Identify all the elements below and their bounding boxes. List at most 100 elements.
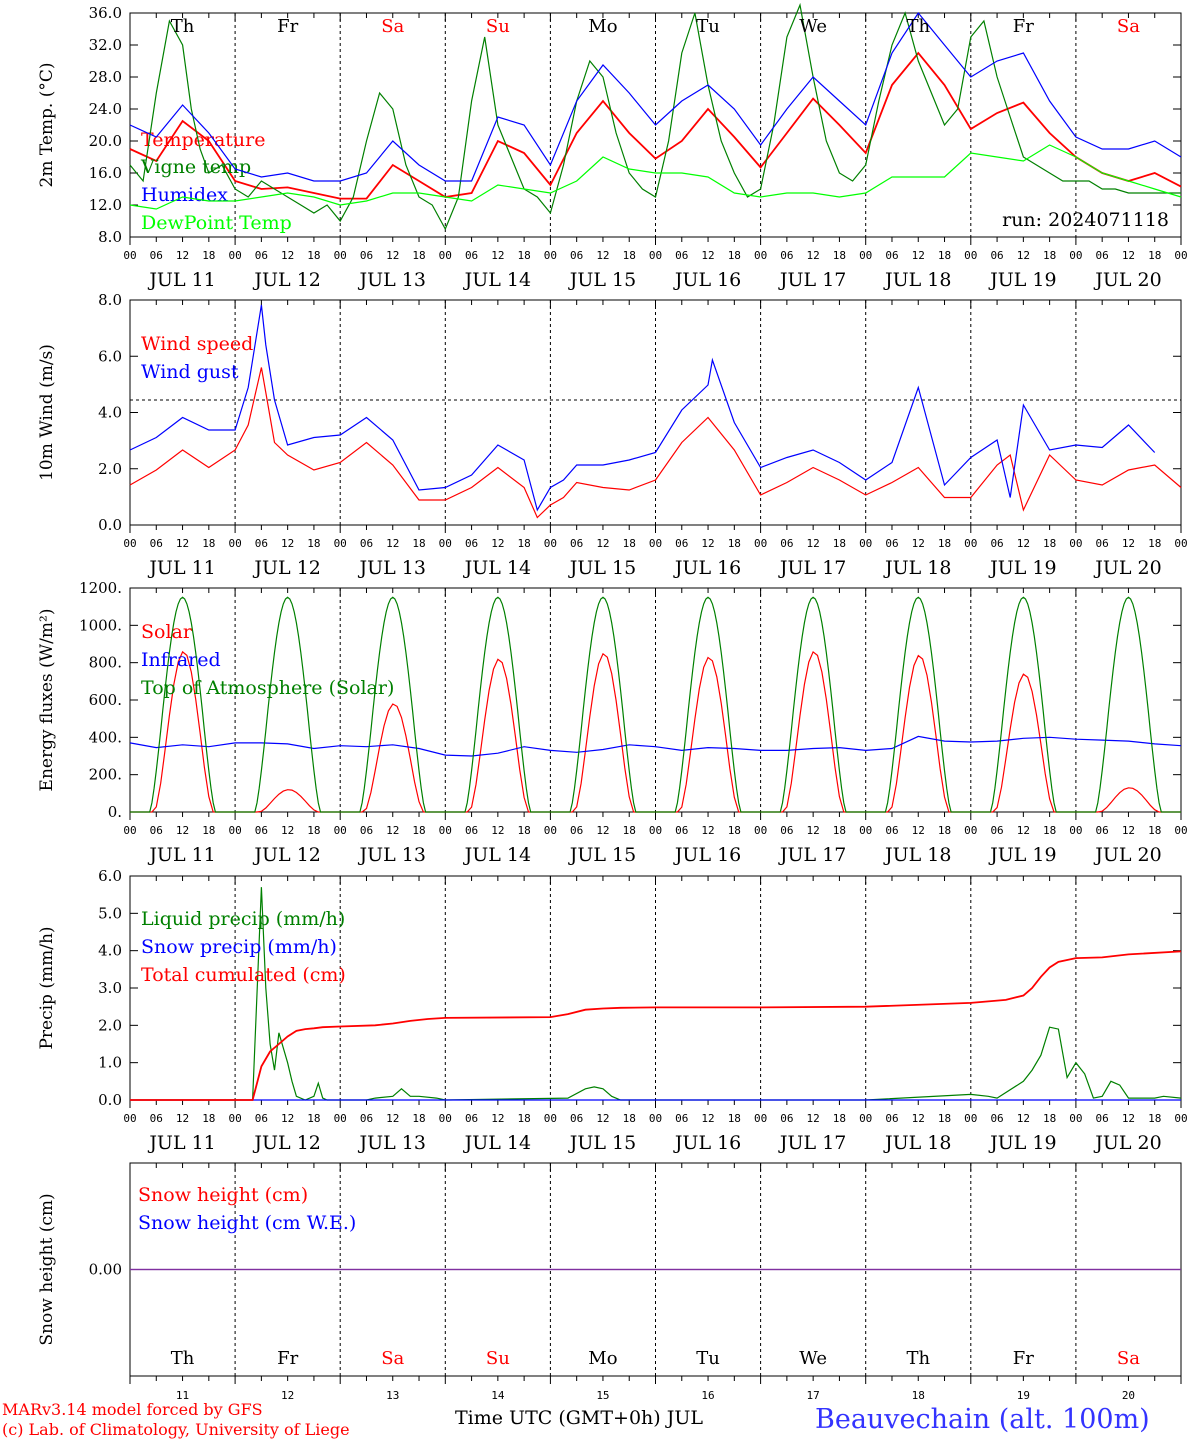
- x-tick-label: 00: [964, 537, 977, 550]
- x-tick-label: 06: [1096, 1112, 1109, 1125]
- x-tick-label: 06: [465, 824, 478, 837]
- y-tick-label: 600.: [89, 691, 122, 709]
- x-tick-label: 06: [675, 824, 688, 837]
- x-tick-label: 12: [491, 1112, 504, 1125]
- x-tick-label: 06: [780, 824, 793, 837]
- model-credit: MARv3.14 model forced by GFS: [2, 1400, 263, 1419]
- legend-entry: Snow height (cm): [138, 1184, 308, 1206]
- x-tick-label: 18: [833, 537, 846, 550]
- x-tick-label: 18: [1148, 249, 1161, 262]
- x-tick-label: 12: [1017, 537, 1030, 550]
- x-tick-label: 12: [1122, 537, 1135, 550]
- x-tick-label: 00: [1174, 537, 1187, 550]
- x-tick-label: 00: [334, 537, 347, 550]
- date-label: JUL 16: [673, 844, 741, 866]
- day-number-label: 12: [281, 1389, 294, 1402]
- x-tick-label: 12: [596, 537, 609, 550]
- date-label: JUL 20: [1093, 1132, 1161, 1154]
- x-tick-label: 06: [675, 249, 688, 262]
- x-tick-label: 06: [1096, 249, 1109, 262]
- x-tick-label: 00: [1069, 537, 1082, 550]
- x-tick-label: 18: [1043, 1112, 1056, 1125]
- time-axis-label: Time UTC (GMT+0h) JUL: [455, 1407, 703, 1429]
- x-tick-label: 18: [202, 249, 215, 262]
- date-label: JUL 15: [568, 557, 636, 579]
- date-label: JUL 15: [568, 269, 636, 291]
- weekday-label: Su: [486, 1348, 510, 1369]
- x-tick-label: 18: [1043, 537, 1056, 550]
- y-tick-label: 1.0: [98, 1054, 122, 1072]
- x-tick-label: 00: [544, 249, 557, 262]
- weekday-label: Tu: [696, 1348, 720, 1369]
- y-tick-label: 1000.: [79, 616, 122, 634]
- x-tick-label: 00: [1069, 249, 1082, 262]
- x-tick-label: 00: [1174, 1112, 1187, 1125]
- date-label: JUL 18: [883, 1132, 951, 1154]
- date-label: JUL 12: [252, 269, 320, 291]
- y-tick-label: 2.0: [98, 1016, 122, 1034]
- legend-entry: Snow height (cm W.E.): [138, 1212, 356, 1234]
- x-tick-label: 18: [307, 249, 320, 262]
- date-label: JUL 19: [988, 844, 1056, 866]
- x-tick-label: 00: [964, 824, 977, 837]
- weekday-label: Th: [171, 1348, 195, 1369]
- x-tick-label: 18: [728, 537, 741, 550]
- x-tick-label: 12: [1122, 249, 1135, 262]
- x-tick-label: 00: [859, 249, 872, 262]
- x-tick-label: 00: [754, 249, 767, 262]
- y-tick-label: 4.0: [98, 942, 122, 960]
- x-tick-label: 00: [754, 824, 767, 837]
- x-tick-label: 12: [281, 1112, 294, 1125]
- date-label: JUL 13: [358, 557, 426, 579]
- x-tick-label: 12: [807, 249, 820, 262]
- x-tick-label: 18: [623, 1112, 636, 1125]
- y-tick-label: 8.0: [98, 291, 122, 309]
- x-tick-label: 06: [1096, 537, 1109, 550]
- date-label: JUL 20: [1093, 557, 1161, 579]
- y-tick-label: 1200.: [79, 579, 122, 597]
- x-tick-label: 12: [176, 1112, 189, 1125]
- weekday-label: Sa: [1117, 1348, 1140, 1369]
- x-tick-label: 18: [518, 249, 531, 262]
- x-tick-label: 18: [1148, 824, 1161, 837]
- y-axis-label: Energy fluxes (W/m²): [37, 609, 57, 792]
- x-tick-label: 12: [596, 824, 609, 837]
- x-tick-label: 12: [281, 824, 294, 837]
- x-tick-label: 12: [491, 824, 504, 837]
- date-label: JUL 14: [463, 269, 531, 291]
- date-label: JUL 18: [883, 269, 951, 291]
- x-tick-label: 00: [1174, 824, 1187, 837]
- x-tick-label: 12: [1017, 1112, 1030, 1125]
- x-tick-label: 00: [544, 537, 557, 550]
- x-tick-label: 06: [780, 1112, 793, 1125]
- x-tick-label: 18: [1148, 537, 1161, 550]
- legend-entry: Temperature: [141, 129, 265, 151]
- x-tick-label: 12: [1017, 824, 1030, 837]
- legend-entry: Vigne temp: [140, 156, 251, 178]
- x-tick-label: 12: [596, 1112, 609, 1125]
- x-tick-label: 00: [649, 1112, 662, 1125]
- date-label: JUL 17: [778, 269, 846, 291]
- x-tick-label: 12: [912, 1112, 925, 1125]
- series-line-2: [130, 596, 1181, 813]
- x-tick-label: 00: [649, 249, 662, 262]
- x-tick-label: 00: [228, 537, 241, 550]
- series-line-2: [129, 11, 1182, 182]
- date-label: JUL 19: [988, 1132, 1056, 1154]
- x-tick-label: 18: [938, 537, 951, 550]
- y-tick-label: 0.0: [98, 1091, 122, 1109]
- x-tick-label: 00: [964, 249, 977, 262]
- x-tick-label: 06: [570, 249, 583, 262]
- series-line-1: [129, 735, 1182, 757]
- x-tick-label: 18: [938, 249, 951, 262]
- x-tick-label: 18: [728, 1112, 741, 1125]
- y-tick-label: 4.0: [98, 404, 122, 422]
- date-label: JUL 15: [568, 844, 636, 866]
- x-tick-label: 06: [465, 1112, 478, 1125]
- date-label: JUL 15: [568, 1132, 636, 1154]
- date-label: JUL 20: [1093, 844, 1161, 866]
- y-tick-label: 200.: [89, 766, 122, 784]
- y-tick-label: 36.0: [89, 4, 122, 22]
- x-tick-label: 00: [334, 824, 347, 837]
